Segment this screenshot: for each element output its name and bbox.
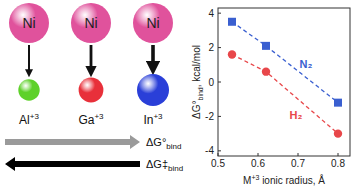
y-tick-label: 4 bbox=[208, 8, 214, 19]
text-part: +3 bbox=[94, 112, 104, 121]
x-tick bbox=[258, 153, 259, 156]
y-tick bbox=[218, 47, 221, 48]
metal-label: Ni bbox=[22, 15, 35, 31]
y-tick bbox=[218, 82, 221, 83]
trend-arrow bbox=[5, 157, 140, 171]
y-axis-label: ΔG°bind, kcal/mol bbox=[191, 45, 204, 119]
ion-sphere bbox=[137, 74, 169, 106]
ion-label: Al+3 bbox=[19, 112, 39, 127]
y-tick bbox=[218, 150, 221, 151]
diagram: NiNiNiAl+3Ga+3In+3ΔG°bindΔG‡bind bbox=[5, 3, 183, 173]
point bbox=[262, 67, 270, 75]
metal-label: Ni bbox=[146, 15, 159, 31]
marks bbox=[228, 18, 342, 138]
metal-sphere bbox=[9, 3, 49, 43]
metal-label: Ni bbox=[84, 15, 97, 31]
metal-sphere bbox=[133, 3, 173, 43]
point bbox=[228, 18, 236, 26]
text-part: ionic radius, Å bbox=[259, 174, 325, 186]
text-part: M bbox=[243, 175, 251, 186]
x-tick bbox=[218, 153, 219, 156]
y-tick-label: 2 bbox=[208, 42, 214, 53]
series-label: N₂ bbox=[300, 58, 313, 70]
text-part: bind bbox=[197, 87, 204, 100]
series-label: H₂ bbox=[290, 109, 303, 121]
x-tick bbox=[338, 153, 339, 156]
text-part: +3 bbox=[153, 112, 163, 121]
text-part: Ga bbox=[78, 113, 94, 127]
x-tick-label: 0.8 bbox=[331, 158, 345, 169]
text-part: , kcal/mol bbox=[191, 45, 202, 87]
point bbox=[228, 50, 236, 58]
x-axis-label: M+3 ionic radius, Å bbox=[243, 174, 325, 186]
trend-arrow bbox=[5, 135, 140, 149]
point bbox=[334, 129, 342, 137]
y-tick bbox=[218, 116, 221, 117]
ion-label: Ga+3 bbox=[78, 112, 104, 127]
text-part: bind bbox=[166, 142, 181, 151]
arrow-label: ΔG°bind bbox=[146, 136, 181, 151]
text-part: ΔG° bbox=[146, 136, 166, 148]
plot-frame bbox=[218, 8, 350, 156]
text-part: +3 bbox=[251, 174, 259, 181]
text-part: Al bbox=[19, 113, 30, 127]
text-part: ΔG‡ bbox=[146, 158, 168, 170]
text-part: ΔG° bbox=[191, 101, 202, 119]
bond-arrow bbox=[90, 45, 93, 72]
ion-label: In+3 bbox=[143, 112, 163, 127]
chart: 0.5 0.6 0.7 0.8 -4 -2 0 2 4 M+3 ionic radius, Å ΔG… bbox=[191, 8, 350, 186]
ion-sphere bbox=[18, 79, 39, 100]
y-tick bbox=[218, 13, 221, 14]
ion-sphere bbox=[79, 78, 104, 103]
point bbox=[262, 42, 270, 50]
y-tick-label: -2 bbox=[205, 111, 214, 122]
point bbox=[334, 99, 342, 107]
bond-arrow bbox=[28, 45, 30, 73]
x-tick-label: 0.5 bbox=[211, 158, 225, 169]
arrow-label: ΔG‡bind bbox=[146, 158, 183, 173]
text-part: +3 bbox=[30, 112, 40, 121]
x-tick bbox=[298, 153, 299, 156]
series-line bbox=[232, 54, 338, 133]
y-tick-label: -4 bbox=[205, 145, 214, 156]
y-tick-label: 0 bbox=[208, 77, 214, 88]
bond-arrow bbox=[151, 45, 155, 68]
text-part: bind bbox=[168, 164, 183, 173]
text-part: In bbox=[143, 113, 153, 127]
metal-sphere bbox=[71, 3, 111, 43]
figure: NiNiNiAl+3Ga+3In+3ΔG°bindΔG‡bind0.50.60.… bbox=[0, 0, 357, 189]
x-tick-label: 0.7 bbox=[291, 158, 305, 169]
x-tick-label: 0.6 bbox=[251, 158, 265, 169]
